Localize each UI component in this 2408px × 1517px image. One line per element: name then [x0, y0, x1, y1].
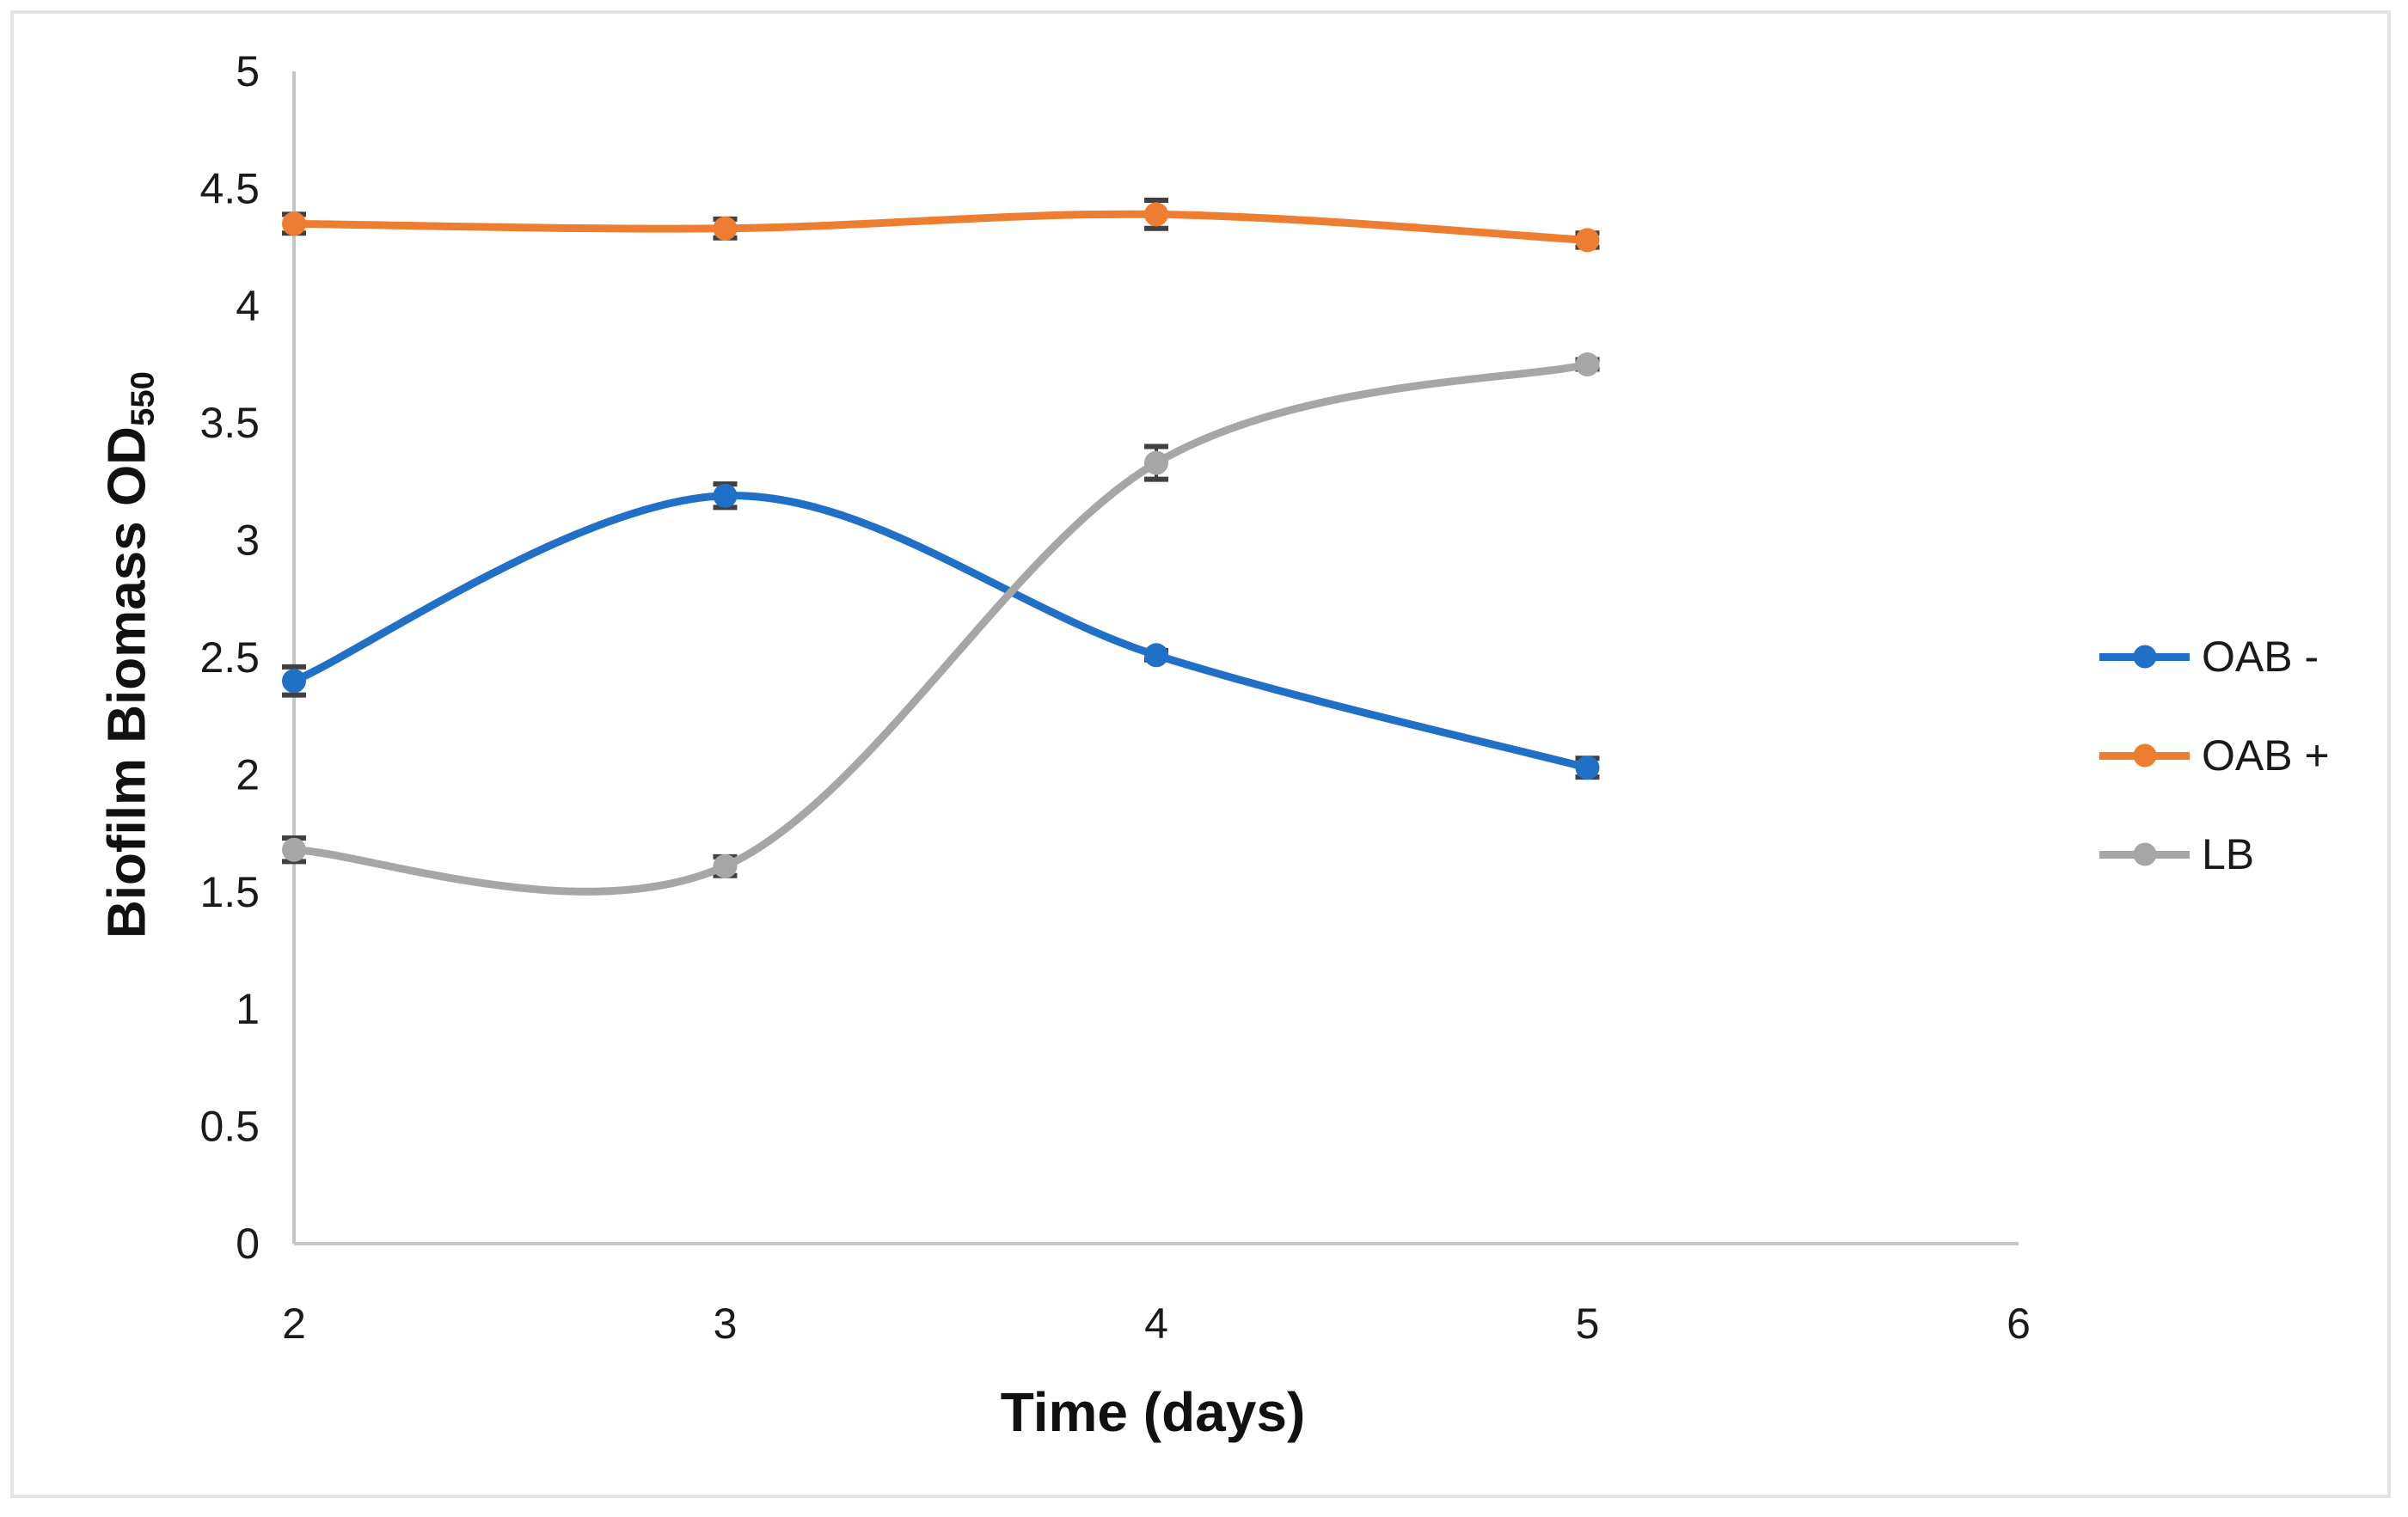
y-tick-label: 0.5	[199, 1103, 260, 1151]
y-tick-label: 3.5	[199, 399, 260, 447]
y-tick-label: 1	[236, 985, 260, 1033]
series-lb	[282, 352, 1600, 896]
legend-label: OAB -	[2202, 633, 2319, 681]
x-tick-label: 5	[1576, 1300, 1600, 1348]
legend-label: LB	[2202, 830, 2255, 878]
y-tick-label: 4	[236, 282, 260, 330]
y-tick-label: 1.5	[199, 868, 260, 916]
y-tick-label: 2.5	[199, 633, 260, 682]
legend: OAB - OAB + LB	[2099, 624, 2330, 921]
y-tick-label: 0	[236, 1220, 260, 1268]
legend-item-lb: LB	[2099, 822, 2330, 887]
data-point-marker	[1575, 228, 1600, 253]
legend-label: OAB +	[2202, 731, 2330, 780]
data-point-marker	[1144, 450, 1168, 475]
legend-item-oab-plus: OAB +	[2099, 723, 2330, 788]
data-point-marker	[282, 669, 306, 694]
series-line	[290, 210, 1591, 244]
y-axis-title-text: Biofilm Biomass OD	[97, 426, 157, 939]
x-tick-label: 3	[714, 1300, 738, 1348]
data-point-marker	[713, 483, 738, 508]
data-point-marker	[1144, 643, 1168, 668]
legend-dot-icon	[2133, 842, 2156, 866]
legend-item-oab-minus: OAB -	[2099, 624, 2330, 689]
series-line	[290, 492, 1591, 772]
y-axis-title: Biofilm Biomass OD550	[97, 370, 162, 939]
x-tick-label: 4	[1144, 1300, 1168, 1348]
y-tick-label: 2	[236, 750, 260, 798]
y-tick-label: 3	[236, 517, 260, 565]
series-oab-minus	[282, 481, 1600, 780]
series-line	[290, 360, 1591, 896]
x-axis-title: Time (days)	[1000, 1381, 1306, 1443]
data-point-marker	[282, 837, 306, 862]
legend-line-marker-icon	[2099, 645, 2190, 669]
y-axis-title-subscript: 550	[124, 370, 162, 427]
data-point-marker	[282, 211, 306, 236]
legend-dot-icon	[2133, 743, 2156, 768]
series-oab-plus	[282, 198, 1600, 253]
y-tick-label: 5	[236, 47, 260, 95]
legend-line-marker-icon	[2099, 743, 2190, 768]
legend-line-marker-icon	[2099, 842, 2190, 866]
x-tick-label: 6	[2007, 1300, 2031, 1348]
legend-dot-icon	[2133, 645, 2156, 669]
y-tick-label: 4.5	[199, 164, 260, 212]
data-point-marker	[1575, 755, 1600, 780]
data-point-marker	[713, 216, 738, 241]
data-point-marker	[1575, 352, 1600, 376]
data-point-marker	[1144, 202, 1168, 227]
data-point-marker	[713, 853, 738, 878]
x-tick-label: 2	[282, 1300, 306, 1348]
